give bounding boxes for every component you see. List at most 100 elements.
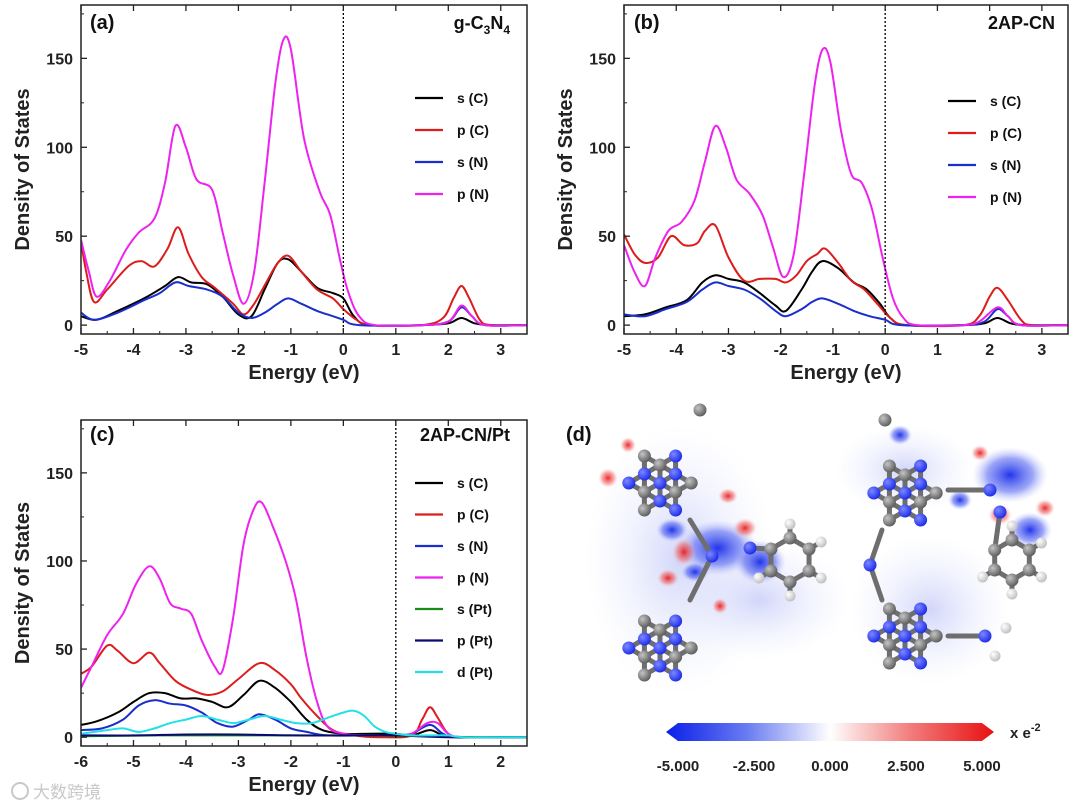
panel-c-x-tick-label: -5 [126, 754, 140, 771]
panel-a-legend-label: s (C) [457, 90, 488, 106]
hydrogen-atom [1006, 588, 1018, 600]
panel-c-x-tick-label: -1 [336, 754, 350, 771]
panel-d-charge-density: (d) -5.000 -2.500 0.000 2.500 5.000 x e-2 [566, 403, 1067, 775]
hydrogen-atom [1035, 537, 1047, 549]
panel-c-y-axis-label: Density of States [12, 502, 34, 664]
panel-a-x-tick-label: 0 [339, 342, 348, 359]
carbon-atom [914, 638, 928, 652]
nitrogen-atom [653, 476, 667, 490]
nitrogen-atom [983, 483, 997, 497]
panel-a-series-s-n [81, 281, 527, 327]
colorbar-tick-label: -5.000 [657, 758, 700, 775]
carbon-atom [988, 563, 1002, 577]
carbon-atom [882, 656, 896, 670]
hydrogen-atom [784, 518, 796, 530]
panel-c-legend-label: s (N) [457, 538, 488, 554]
panel-a-x-tick-label: -4 [126, 342, 140, 359]
nitrogen-atom [867, 486, 881, 500]
panel-c-legend-label: s (Pt) [457, 601, 492, 617]
panel-a-title: g-C3N4 [454, 13, 511, 37]
carbon-atom [693, 403, 707, 417]
hydrogen-atom [989, 650, 1001, 662]
atoms [622, 403, 1047, 682]
panel-a-tag: (a) [90, 12, 114, 34]
nitrogen-atom [669, 467, 683, 481]
panel-a-y-tick-label: 100 [46, 140, 73, 157]
nitrogen-atom [914, 602, 928, 616]
panel-a-curves [81, 35, 527, 327]
nitrogen-atom [914, 620, 928, 634]
colorbar-tick-label: -2.500 [733, 758, 776, 775]
panel-b-legend-label: s (N) [990, 157, 1021, 173]
panel-c-axes-frame [80, 419, 528, 747]
panel-b-x-tick-label: -1 [826, 342, 840, 359]
carbon-atom [914, 495, 928, 509]
panel-a-series-p-c [81, 226, 527, 327]
panel-b-tag: (b) [634, 12, 660, 34]
carbon-atom [684, 476, 698, 490]
carbon-atom [898, 611, 912, 625]
hydrogen-atom [1006, 520, 1018, 532]
panel-b-title: 2AP-CN [988, 13, 1055, 33]
nitrogen-atom [622, 476, 636, 490]
nitrogen-atom [867, 629, 881, 643]
panel-b-curves [624, 46, 1068, 328]
panel-c-series-p-c [81, 643, 527, 739]
nitrogen-atom [914, 656, 928, 670]
panel-b-series-p-n [624, 46, 1068, 327]
colorbar-tick-label: 5.000 [963, 758, 1001, 775]
hydrogen-atom [815, 572, 827, 584]
nitrogen-atom [914, 477, 928, 491]
hydrogen-atom [784, 590, 796, 602]
watermark: 大数跨境 [11, 782, 101, 803]
colorbar-unit: x e-2 [1010, 722, 1041, 742]
panel-a-x-tick-label: 2 [444, 342, 453, 359]
nitrogen-atom [653, 659, 667, 673]
nitrogen-atom [993, 505, 1007, 519]
panel-b-legend-label: p (C) [990, 125, 1022, 141]
panel-c-series-s-c [81, 679, 527, 739]
carbon-atom [637, 485, 651, 499]
panel-b-x-tick-label: -2 [774, 342, 788, 359]
carbon-atom [764, 542, 778, 556]
hydrogen-atom [1035, 571, 1047, 583]
panel-b-y-tick-label: 0 [607, 318, 616, 335]
panel-a-x-tick-label: -1 [284, 342, 298, 359]
panel-b-x-tick-label: 1 [933, 342, 942, 359]
carbon-atom [882, 495, 896, 509]
panel-c-legend-label: p (C) [457, 507, 489, 523]
panel-b-legend-label: s (C) [990, 93, 1021, 109]
hydrogen-atom [977, 571, 989, 583]
panel-b-x-tick-label: -3 [721, 342, 735, 359]
panel-a-x-tick-label: 1 [391, 342, 400, 359]
hydrogen-atom [1000, 622, 1012, 634]
panel-c-x-tick-label: -4 [179, 754, 193, 771]
nitrogen-atom [669, 668, 683, 682]
carbon-atom [882, 638, 896, 652]
panel-b-dos-chart: -5 -4 -3 -2 -1 0 1 2 3 0 50 100 150 Energy (eV) Densit… [555, 4, 1069, 384]
panel-a-x-tick-label: 3 [496, 342, 505, 359]
carbon-atom [1005, 533, 1019, 547]
carbon-atom [783, 575, 797, 589]
panel-c-legend-label: d (Pt) [457, 664, 493, 680]
panel-c-x-axis-label: Energy (eV) [248, 774, 359, 796]
carbon-atom [684, 641, 698, 655]
panel-c-x-tick-label: 0 [391, 754, 400, 771]
panel-a-x-tick-label: -5 [74, 342, 88, 359]
panel-c-y-tick-label: 50 [55, 642, 73, 659]
bond [687, 517, 715, 559]
panel-b-x-tick-label: -5 [617, 342, 631, 359]
panel-b-series-s-n [624, 281, 1068, 327]
carbon-atom [669, 485, 683, 499]
panel-a-series-p-n [81, 35, 527, 327]
carbon-atom [637, 614, 651, 628]
panel-c-x-tick-label: -3 [231, 754, 245, 771]
panel-c-y-tick-label: 0 [64, 730, 73, 747]
nitrogen-atom [705, 549, 719, 563]
panel-b-x-tick-label: -4 [669, 342, 683, 359]
hydrogen-atom [815, 536, 827, 548]
panel-c-title: 2AP-CN/Pt [420, 425, 510, 445]
panel-b-legend-label: p (N) [990, 189, 1022, 205]
nitrogen-atom [669, 632, 683, 646]
panel-b-y-tick-label: 50 [598, 229, 616, 246]
